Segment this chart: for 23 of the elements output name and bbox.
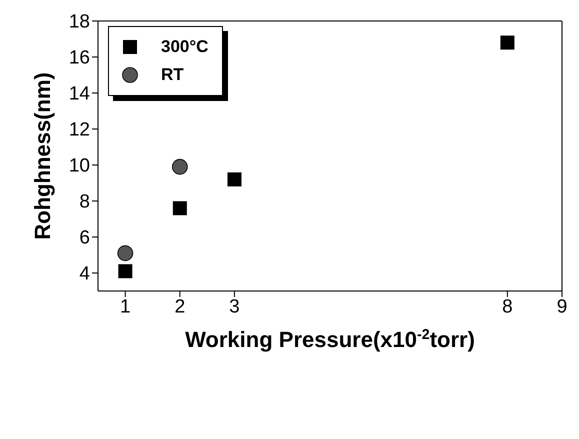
y-tick-label: 18: [68, 12, 90, 33]
y-tick-label: 16: [68, 48, 90, 69]
legend-label: 300°C: [161, 37, 208, 57]
y-tick-label: 12: [68, 120, 90, 141]
y-tick-label: 8: [79, 192, 90, 213]
point: [172, 158, 188, 175]
legend-label: RT: [161, 65, 184, 85]
y-tick-label: 10: [68, 156, 90, 177]
x-tick-label: 8: [502, 296, 513, 318]
x-axis-title: Working Pressure(x10$^{-2}$torr): [185, 327, 475, 352]
x-tick-label: 3: [229, 296, 240, 318]
y-axis-title: Rohghness(nm): [30, 72, 54, 240]
x-tick-label: 2: [174, 296, 186, 318]
x-tick-label: 9: [556, 296, 568, 318]
y-tick-label: 14: [68, 84, 90, 105]
y-tick-label: 4: [79, 264, 90, 285]
point: [117, 245, 134, 262]
point: [500, 36, 514, 50]
x-tick-label: 1: [120, 296, 131, 318]
y-tick-label: 6: [79, 228, 90, 249]
point: [172, 201, 187, 216]
point: [227, 172, 242, 186]
point: [118, 264, 132, 278]
